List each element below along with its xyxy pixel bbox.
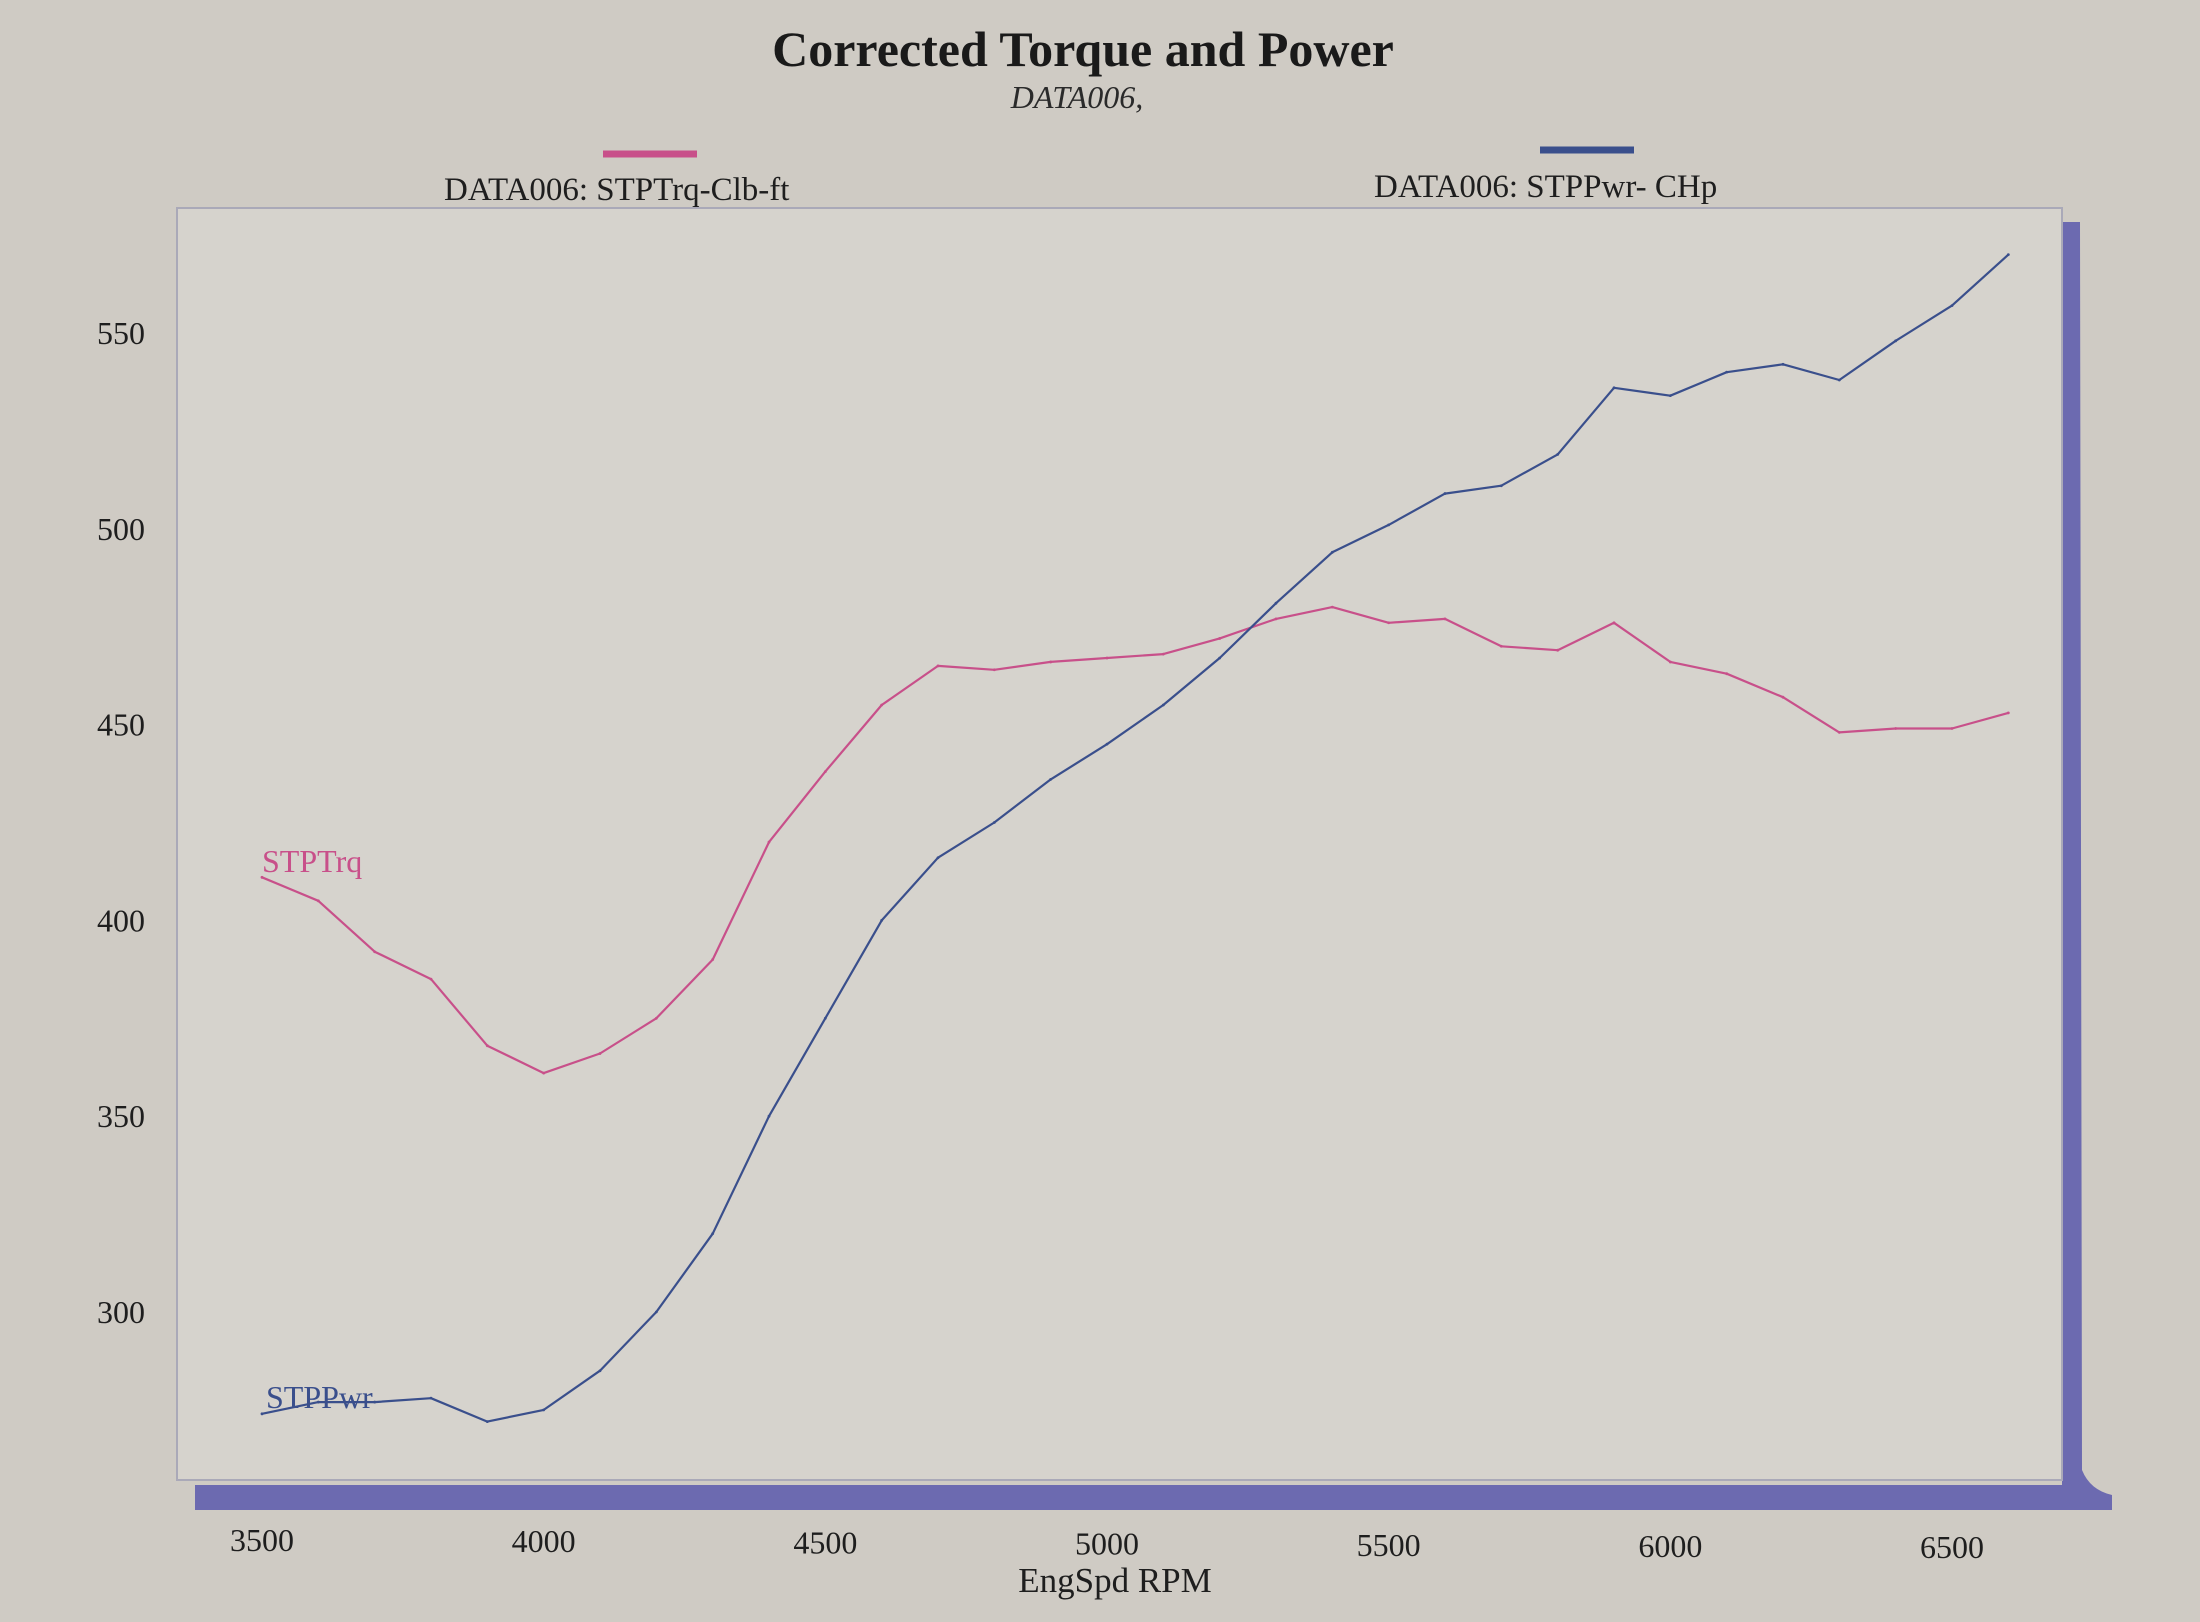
- data-point: [485, 1044, 489, 1048]
- y-axis-ticks: 300 350 400 450 500 550: [97, 315, 145, 1330]
- y-tick-label: 500: [97, 511, 145, 547]
- data-point: [1668, 394, 1672, 398]
- legend-entry: DATA006: STPPwr- CHp: [1374, 169, 1717, 205]
- legend: DATA006: STPTrq-Clb-ft DATA006: STPPwr- C…: [444, 146, 1717, 208]
- data-point: [1556, 648, 1560, 652]
- data-point: [429, 977, 433, 981]
- data-point: [654, 1016, 658, 1020]
- data-point: [1105, 742, 1109, 746]
- series-line: [261, 606, 2009, 1075]
- plot-frame: [176, 207, 2112, 1510]
- data-point: [823, 1016, 827, 1020]
- chart-title: Corrected Torque and Power: [772, 21, 1394, 77]
- data-point: [1330, 605, 1334, 609]
- data-point: [429, 1396, 433, 1400]
- y-tick-label: 550: [97, 315, 145, 351]
- legend-entry: DATA006: STPTrq-Clb-ft: [444, 172, 789, 208]
- data-point: [598, 1052, 602, 1055]
- data-point: [1725, 370, 1729, 374]
- data-point: [1387, 523, 1391, 527]
- data-point: [1049, 660, 1053, 664]
- data-point: [1443, 492, 1447, 495]
- data-point: [1837, 731, 1841, 734]
- data-point: [1612, 621, 1616, 625]
- data-point: [711, 1232, 715, 1236]
- chart-subtitle: DATA006,: [1010, 79, 1143, 115]
- x-axis-ticks: 3500 4000 4500 5000 5500 6000 6500: [230, 1522, 1984, 1565]
- data-point: [2006, 711, 2010, 715]
- data-point: [1894, 339, 1898, 343]
- data-point: [1274, 601, 1278, 605]
- data-point: [880, 703, 884, 707]
- data-point: [992, 821, 996, 824]
- data-point: [1556, 452, 1560, 456]
- data-point: [1274, 617, 1278, 621]
- data-point: [542, 1408, 546, 1412]
- series-inline-label: STPTrq: [262, 843, 362, 879]
- data-point: [992, 668, 996, 672]
- data-point: [1950, 727, 1954, 730]
- data-point: [1218, 637, 1222, 640]
- x-tick-label: 6500: [1920, 1529, 1984, 1565]
- series-line: [261, 253, 2010, 1423]
- y-tick-label: 350: [97, 1098, 145, 1134]
- data-point: [542, 1071, 546, 1075]
- data-point: [1781, 695, 1785, 699]
- data-point: [1499, 484, 1503, 488]
- data-point: [823, 770, 827, 773]
- data-point: [316, 1400, 320, 1404]
- x-tick-label: 5000: [1075, 1526, 1139, 1562]
- data-point: [936, 856, 940, 860]
- data-point: [598, 1369, 602, 1373]
- data-point: [1499, 644, 1503, 648]
- data-point: [1950, 304, 1954, 307]
- data-point: [1837, 378, 1841, 382]
- data-point: [316, 899, 320, 903]
- series-layer: STPTrq STPPwr: [260, 253, 2010, 1424]
- data-point: [1668, 660, 1672, 664]
- data-point: [936, 664, 940, 668]
- data-point: [1781, 362, 1785, 366]
- data-point: [767, 1114, 771, 1118]
- data-point: [260, 875, 264, 879]
- data-point: [711, 958, 715, 961]
- data-point: [1161, 652, 1165, 656]
- data-point: [1443, 617, 1447, 621]
- data-point: [654, 1310, 658, 1314]
- data-point: [880, 919, 884, 922]
- data-point: [1105, 656, 1109, 660]
- data-point: [1330, 550, 1334, 554]
- x-tick-label: 6000: [1638, 1528, 1702, 1564]
- data-point: [767, 840, 771, 844]
- data-point: [1725, 672, 1729, 676]
- data-point: [2006, 253, 2010, 257]
- data-point: [1218, 656, 1222, 660]
- plot-area: [176, 207, 2063, 1481]
- data-point: [1161, 703, 1165, 707]
- y-tick-label: 400: [97, 902, 145, 938]
- data-point: [1049, 778, 1053, 781]
- data-point: [1612, 386, 1616, 390]
- x-tick-label: 5500: [1357, 1527, 1421, 1563]
- data-point: [485, 1420, 489, 1424]
- y-tick-label: 300: [97, 1294, 145, 1330]
- x-tick-label: 4500: [793, 1524, 857, 1560]
- data-point: [373, 1400, 377, 1404]
- data-point: [1387, 621, 1391, 625]
- series-inline-label: STPPwr: [266, 1379, 373, 1415]
- x-tick-label: 3500: [230, 1522, 294, 1558]
- x-tick-label: 4000: [512, 1523, 576, 1559]
- data-point: [373, 950, 377, 954]
- data-point: [1894, 727, 1898, 730]
- y-tick-label: 450: [97, 707, 145, 743]
- data-point: [260, 1412, 264, 1416]
- x-axis-label: EngSpd RPM: [1018, 1561, 1212, 1600]
